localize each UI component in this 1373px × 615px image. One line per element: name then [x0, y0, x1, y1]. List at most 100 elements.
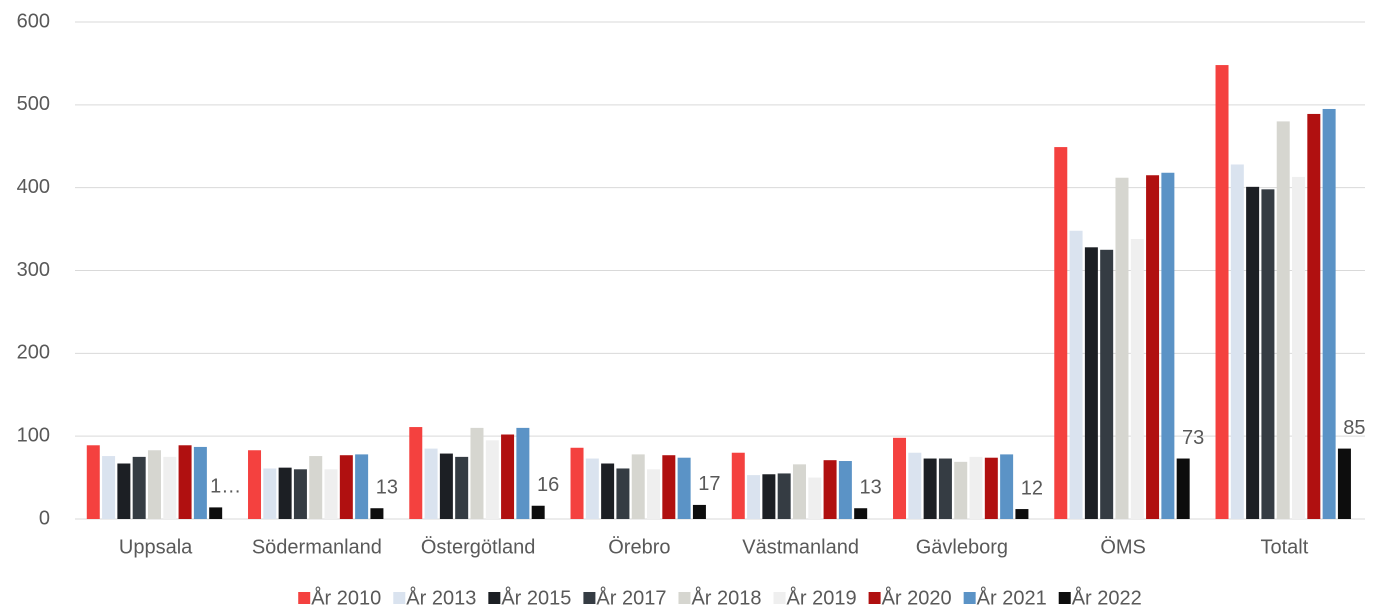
bar — [747, 475, 761, 519]
bar — [792, 464, 806, 519]
legend-swatch — [868, 592, 881, 604]
legend-label: År 2021 — [977, 586, 1047, 609]
bar — [1230, 164, 1244, 519]
bar — [969, 456, 983, 519]
bar — [647, 469, 661, 519]
legend-swatch — [963, 592, 976, 604]
legend-swatch — [488, 592, 501, 604]
bar — [1322, 108, 1336, 519]
y-tick-label: 600 — [17, 10, 50, 32]
bar — [1100, 249, 1114, 519]
bar — [1115, 177, 1129, 519]
bar — [984, 457, 998, 519]
x-tick-label: Totalt — [1260, 536, 1308, 558]
bar — [86, 445, 100, 519]
legend-swatch — [773, 592, 786, 604]
bar — [178, 445, 192, 519]
bar — [409, 427, 423, 519]
bar — [808, 477, 822, 519]
bar — [516, 427, 530, 519]
bar — [777, 473, 791, 519]
bar — [1292, 176, 1306, 520]
bar — [662, 455, 676, 519]
bar — [424, 448, 438, 519]
y-tick-label: 0 — [39, 507, 50, 529]
bar — [501, 434, 515, 519]
bar — [1246, 186, 1260, 520]
bar — [263, 468, 277, 519]
bar — [1261, 189, 1275, 519]
legend-swatch — [1058, 592, 1071, 604]
legend-label: År 2013 — [406, 586, 476, 609]
legend-label: År 2015 — [501, 586, 571, 609]
bar — [1176, 458, 1190, 519]
bar — [278, 467, 292, 519]
bar — [209, 507, 223, 519]
bar — [823, 460, 837, 519]
bar — [248, 450, 262, 519]
bar — [570, 447, 584, 519]
bar — [616, 468, 630, 519]
data-label: 17 — [698, 473, 720, 495]
bar — [163, 456, 177, 519]
bar — [1307, 113, 1321, 519]
legend-swatch — [298, 592, 311, 604]
bar — [731, 452, 745, 519]
legend-label: År 2019 — [787, 586, 857, 609]
bar — [585, 458, 599, 519]
bar — [102, 456, 116, 519]
data-label: 1… — [210, 476, 241, 498]
data-label: 16 — [537, 474, 559, 496]
bar — [485, 440, 499, 519]
x-tick-label: Södermanland — [252, 536, 382, 558]
bar — [1130, 239, 1144, 520]
bar — [132, 456, 146, 519]
bar — [601, 463, 615, 519]
legend-label: År 2022 — [1072, 586, 1142, 609]
x-tick-label: Västmanland — [742, 536, 859, 558]
y-tick-label: 200 — [17, 342, 50, 364]
legend-label: År 2020 — [882, 586, 952, 609]
bar — [954, 461, 968, 519]
bar — [309, 456, 323, 519]
bar — [1069, 230, 1083, 520]
bar — [370, 508, 384, 519]
bar — [339, 455, 353, 519]
bar — [908, 452, 922, 519]
y-tick-label: 400 — [17, 176, 50, 198]
bar — [147, 450, 161, 519]
data-label: 73 — [1182, 427, 1204, 449]
x-tick-label: Uppsala — [119, 536, 193, 558]
bar — [677, 457, 691, 519]
x-tick-label: Östergötland — [421, 536, 536, 558]
legend-swatch — [393, 592, 406, 604]
bar — [1084, 247, 1098, 519]
bar — [117, 463, 131, 519]
legend-swatch — [583, 592, 596, 604]
bar — [1000, 454, 1014, 519]
bar — [923, 458, 937, 519]
bar — [455, 456, 469, 519]
bar — [324, 469, 338, 519]
x-tick-label: Gävleborg — [916, 536, 1008, 558]
bar — [1146, 175, 1160, 519]
data-label: 13 — [860, 477, 882, 499]
legend-swatch — [678, 592, 691, 604]
y-tick-label: 100 — [17, 424, 50, 446]
data-label: 12 — [1021, 477, 1043, 499]
bar — [1276, 121, 1290, 520]
bar — [439, 453, 453, 519]
data-label: 85 — [1343, 417, 1365, 439]
bar — [1015, 509, 1029, 519]
bar — [762, 474, 776, 519]
bar — [355, 454, 369, 519]
bar — [193, 446, 207, 519]
y-tick-label: 500 — [17, 93, 50, 115]
bar — [1161, 172, 1175, 520]
bar — [1054, 147, 1068, 519]
data-label: 13 — [376, 477, 398, 499]
bar — [631, 454, 645, 519]
legend-label: År 2010 — [311, 586, 381, 609]
legend-label: År 2017 — [596, 586, 666, 609]
